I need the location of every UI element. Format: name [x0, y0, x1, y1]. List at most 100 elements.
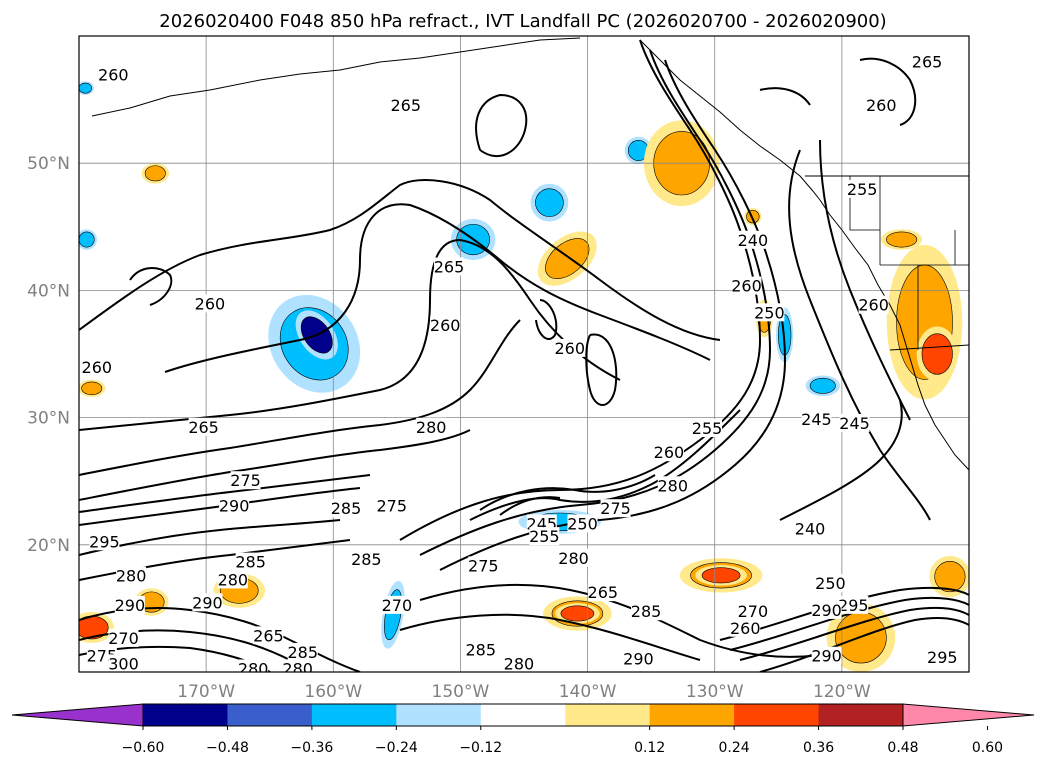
contour-label-bg	[81, 357, 112, 376]
contour-label-bg	[730, 618, 761, 637]
contour-label: 260	[430, 316, 461, 335]
contour-line	[585, 333, 618, 406]
contour-label-bg	[657, 476, 688, 495]
contour-label-bg	[731, 276, 762, 295]
shaded-region	[144, 165, 166, 182]
contour-label-bg	[219, 496, 250, 515]
contour-label-bg	[89, 532, 120, 551]
contour-label-bg	[390, 95, 421, 114]
colorbar-swatch	[480, 704, 566, 726]
contour-label: 285	[465, 640, 496, 659]
contour-label: 260	[866, 96, 897, 115]
contour-label-bg	[554, 338, 585, 357]
contour-label: 265	[588, 583, 619, 602]
shaded-region	[809, 377, 836, 394]
contour-label: 300	[108, 654, 139, 673]
chart-title: 2026020400 F048 850 hPa refract., IVT La…	[159, 11, 886, 32]
contour-line	[419, 49, 772, 556]
contour-line	[759, 616, 969, 672]
contour-line	[719, 586, 969, 641]
contour-label: 280	[504, 654, 535, 673]
contour-label: 260	[654, 443, 685, 462]
shaded-region	[535, 188, 564, 217]
colorbar-tick-label: 0.24	[719, 740, 750, 756]
contour-label-bg	[858, 295, 889, 314]
lon-tick-label: 170°W	[177, 682, 235, 702]
contour-label-bg	[108, 654, 139, 672]
lon-tick-label: 160°W	[304, 682, 362, 702]
contour-label: 265	[390, 96, 421, 115]
gridlines	[79, 36, 969, 672]
contour-label: 285	[235, 553, 266, 572]
contour-line	[475, 93, 528, 157]
contour-label: 250	[754, 303, 785, 322]
contour-line	[739, 606, 969, 661]
colorbar-over-arrow	[902, 703, 1035, 727]
contour-line	[859, 57, 917, 126]
contour-label-bg	[801, 410, 832, 429]
contour-label-bg	[631, 602, 662, 621]
contour-label-bg	[503, 654, 534, 672]
contour-label-bg	[192, 593, 223, 612]
contour-label-bg	[653, 443, 684, 462]
contour-label-bg	[282, 659, 313, 672]
contour-label-bg	[116, 566, 147, 585]
contour-label: 270	[382, 596, 413, 615]
shaded-region	[79, 82, 93, 94]
contour-label-bg	[108, 628, 139, 647]
contour-label: 265	[188, 418, 219, 437]
contour-line	[819, 139, 911, 421]
shaded-region	[81, 381, 103, 396]
contour-label-bg	[287, 642, 318, 661]
contour-lines	[79, 39, 969, 672]
contour-label-bg	[737, 602, 768, 621]
contour-label-bg	[430, 316, 461, 335]
contour-label-bg	[381, 595, 412, 614]
coastline-alaska	[91, 37, 581, 117]
contour-label: 280	[657, 476, 688, 495]
contour-label-bg	[558, 548, 589, 567]
contour-label-bg	[465, 640, 496, 659]
contour-label: 280	[282, 659, 313, 678]
contour-label: 255	[692, 419, 723, 438]
contour-label-bg	[235, 552, 266, 571]
contour-label-bg	[468, 556, 499, 575]
colorbar-tick-label: −0.60	[122, 740, 165, 756]
contour-label: 275	[230, 471, 261, 490]
shaded-region	[886, 231, 918, 248]
contour-label-bg	[114, 595, 145, 614]
map-frame	[78, 35, 970, 673]
longitude-labels: 170°W 160°W 150°W 140°W 130°W 120°W	[177, 682, 871, 702]
contour-label: 280	[416, 418, 447, 437]
contour-label: 290	[623, 649, 654, 668]
colorbar-tick-label: 0.48	[887, 740, 918, 756]
colorbar-swatch	[649, 704, 735, 726]
shaded-region	[560, 605, 595, 622]
state-borders	[849, 176, 969, 350]
contour-label-bg	[188, 417, 219, 436]
lat-tick-label: 40°N	[27, 281, 70, 301]
map-area: 2602652652602602652602602602652402502602…	[79, 36, 969, 678]
contour-label: 275	[600, 499, 631, 518]
contour-line	[399, 39, 762, 541]
contour-label: 270	[738, 602, 769, 621]
colorbar-tick-label: −0.24	[375, 740, 418, 756]
contour-label-bg	[217, 570, 248, 589]
colorbar-frame	[142, 703, 904, 727]
colorbar-tick-label: −0.48	[206, 740, 249, 756]
contour-line	[499, 496, 561, 516]
contour-label-bg	[927, 648, 958, 667]
contour-label: 280	[218, 570, 249, 589]
colorbar-swatch	[818, 704, 904, 726]
shaded-region	[701, 567, 741, 584]
contour-label: 290	[811, 647, 842, 666]
contour-line	[779, 399, 903, 521]
contour-label: 255	[529, 527, 560, 546]
contour-line	[729, 596, 969, 651]
lat-tick-label: 50°N	[27, 154, 70, 174]
contour-label: 245	[801, 410, 832, 429]
colorbar-swatch	[734, 704, 820, 726]
contour-label-bg	[600, 499, 631, 518]
contour-label: 280	[238, 659, 269, 678]
